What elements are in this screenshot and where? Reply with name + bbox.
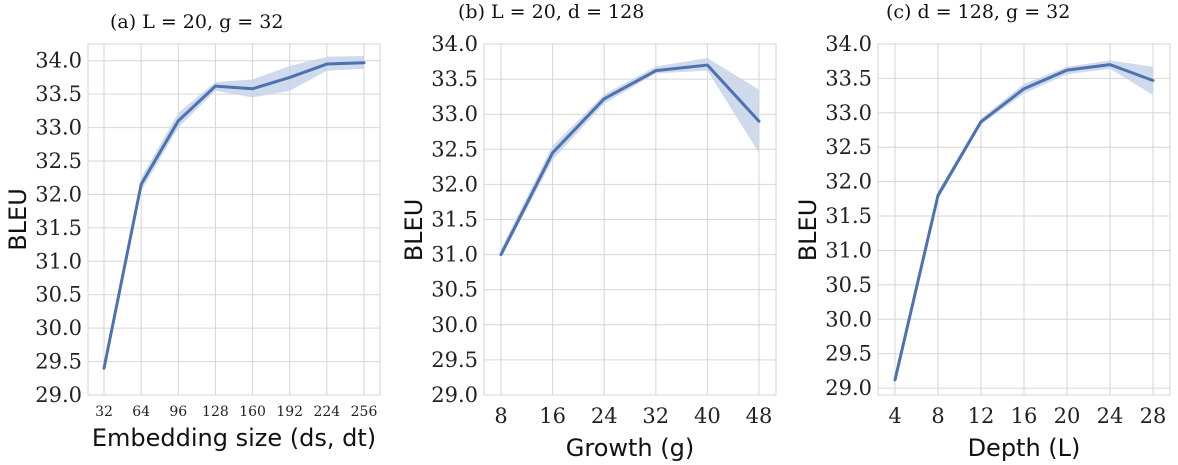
panel-b-ytick-label: 34.0 bbox=[431, 32, 478, 56]
panel-c-xtick-label: 24 bbox=[1097, 404, 1124, 428]
panel-b-ytick-label: 33.5 bbox=[431, 67, 478, 91]
panel-b-xtick-label: 40 bbox=[694, 404, 721, 428]
panel-b-ytick-label: 32.0 bbox=[431, 172, 478, 196]
panel-b-xlabel: Growth (g) bbox=[566, 434, 694, 462]
panel-b-xtick-label: 8 bbox=[494, 404, 507, 428]
panel-b-ytick-label: 30.5 bbox=[431, 278, 478, 302]
panel-c-xtick-label: 4 bbox=[888, 404, 901, 428]
panel-a-xtick-label: 224 bbox=[313, 404, 340, 420]
panel-a-xtick-label: 128 bbox=[202, 404, 229, 420]
panel-b-ylabel: BLEU bbox=[400, 199, 428, 262]
panel-b-ytick-label: 29.5 bbox=[431, 348, 478, 372]
panel-a-plot-area bbox=[87, 43, 381, 396]
panel-a-ytick-label: 32.0 bbox=[35, 182, 82, 206]
panel-a-xtick-label: 32 bbox=[95, 404, 113, 420]
panel-c-ytick-label: 29.5 bbox=[825, 342, 872, 366]
panel-a-ytick-label: 31.0 bbox=[35, 249, 82, 273]
panel-b-ytick-label: 33.0 bbox=[431, 102, 478, 126]
panel-a-ytick-label: 29.0 bbox=[35, 383, 82, 407]
panel-c-ytick-label: 30.5 bbox=[825, 273, 872, 297]
panel-c-ytick-label: 29.0 bbox=[825, 376, 872, 400]
panel-a: (a) L = 20, g = 32 29.0 29.5 30.0 30.5 31.0 3… bbox=[4, 11, 381, 452]
panel-b-ytick-label: 29.0 bbox=[431, 383, 478, 407]
panel-a-ytick-label: 30.5 bbox=[35, 283, 82, 307]
panel-c-ytick-label: 31.5 bbox=[825, 204, 872, 228]
panel-c-ytick-label: 33.5 bbox=[825, 66, 872, 90]
panel-a-xtick-label: 160 bbox=[239, 404, 266, 420]
panel-a-xtick-label: 256 bbox=[351, 404, 378, 420]
panel-b-ci-band bbox=[501, 58, 759, 259]
panel-c-xtick-label: 20 bbox=[1054, 404, 1081, 428]
panel-c-xlabel: Depth (L) bbox=[968, 434, 1081, 462]
panel-b-ytick-label: 31.0 bbox=[431, 243, 478, 267]
panel-b-xtick-label: 48 bbox=[746, 404, 773, 428]
panel-b-xtick-label: 16 bbox=[539, 404, 566, 428]
panel-c-ytick-label: 32.5 bbox=[825, 135, 872, 159]
panel-c-ytick-label: 32.0 bbox=[825, 170, 872, 194]
panel-c-ytick-label: 34.0 bbox=[825, 32, 872, 56]
panel-b: (b) L = 20, d = 128 29.0 29.5 30.0 30.5 31.0… bbox=[400, 1, 777, 462]
panel-b-title: (b) L = 20, d = 128 bbox=[458, 1, 644, 23]
panel-c-ytick-label: 33.0 bbox=[825, 101, 872, 125]
panel-b-ytick-label: 32.5 bbox=[431, 137, 478, 161]
panel-c-xtick-label: 12 bbox=[968, 404, 995, 428]
panel-a-ytick-label: 31.5 bbox=[35, 216, 82, 240]
panel-c-ylabel: BLEU bbox=[794, 199, 822, 262]
panel-a-ytick-label: 29.5 bbox=[35, 350, 82, 374]
panel-a-xtick-label: 192 bbox=[276, 404, 303, 420]
panel-a-xlabel: Embedding size (ds, dt) bbox=[92, 424, 376, 452]
panel-c: (c) d = 128, g = 32 29.0 29.5 30.0 30.5 31.0… bbox=[794, 1, 1171, 462]
panel-a-ytick-label: 33.5 bbox=[35, 82, 82, 106]
panel-a-series-line bbox=[102, 61, 366, 370]
panel-c-ytick-label: 31.0 bbox=[825, 238, 872, 262]
panel-b-xtick-label: 32 bbox=[642, 404, 669, 428]
panel-c-xtick-label: 28 bbox=[1140, 404, 1167, 428]
panel-c-ytick-label: 30.0 bbox=[825, 307, 872, 331]
panel-b-xtick-label: 24 bbox=[591, 404, 618, 428]
panel-a-ylabel: BLEU bbox=[4, 188, 32, 251]
panel-a-ytick-label: 30.0 bbox=[35, 316, 82, 340]
panel-a-title: (a) L = 20, g = 32 bbox=[110, 11, 283, 33]
panel-c-xtick-label: 8 bbox=[931, 404, 944, 428]
panel-a-xtick-label: 96 bbox=[169, 404, 187, 420]
panel-c-xtick-label: 16 bbox=[1011, 404, 1038, 428]
panel-a-ytick-label: 32.5 bbox=[35, 149, 82, 173]
panel-b-series-line bbox=[499, 63, 761, 257]
panel-c-title: (c) d = 128, g = 32 bbox=[886, 1, 1070, 23]
panel-b-ytick-label: 31.5 bbox=[431, 208, 478, 232]
panel-a-ytick-label: 34.0 bbox=[35, 49, 82, 73]
panel-a-ytick-label: 33.0 bbox=[35, 116, 82, 140]
panel-a-ci-band bbox=[104, 56, 364, 370]
panel-a-xtick-label: 64 bbox=[132, 404, 150, 420]
panel-b-ytick-label: 30.0 bbox=[431, 313, 478, 337]
